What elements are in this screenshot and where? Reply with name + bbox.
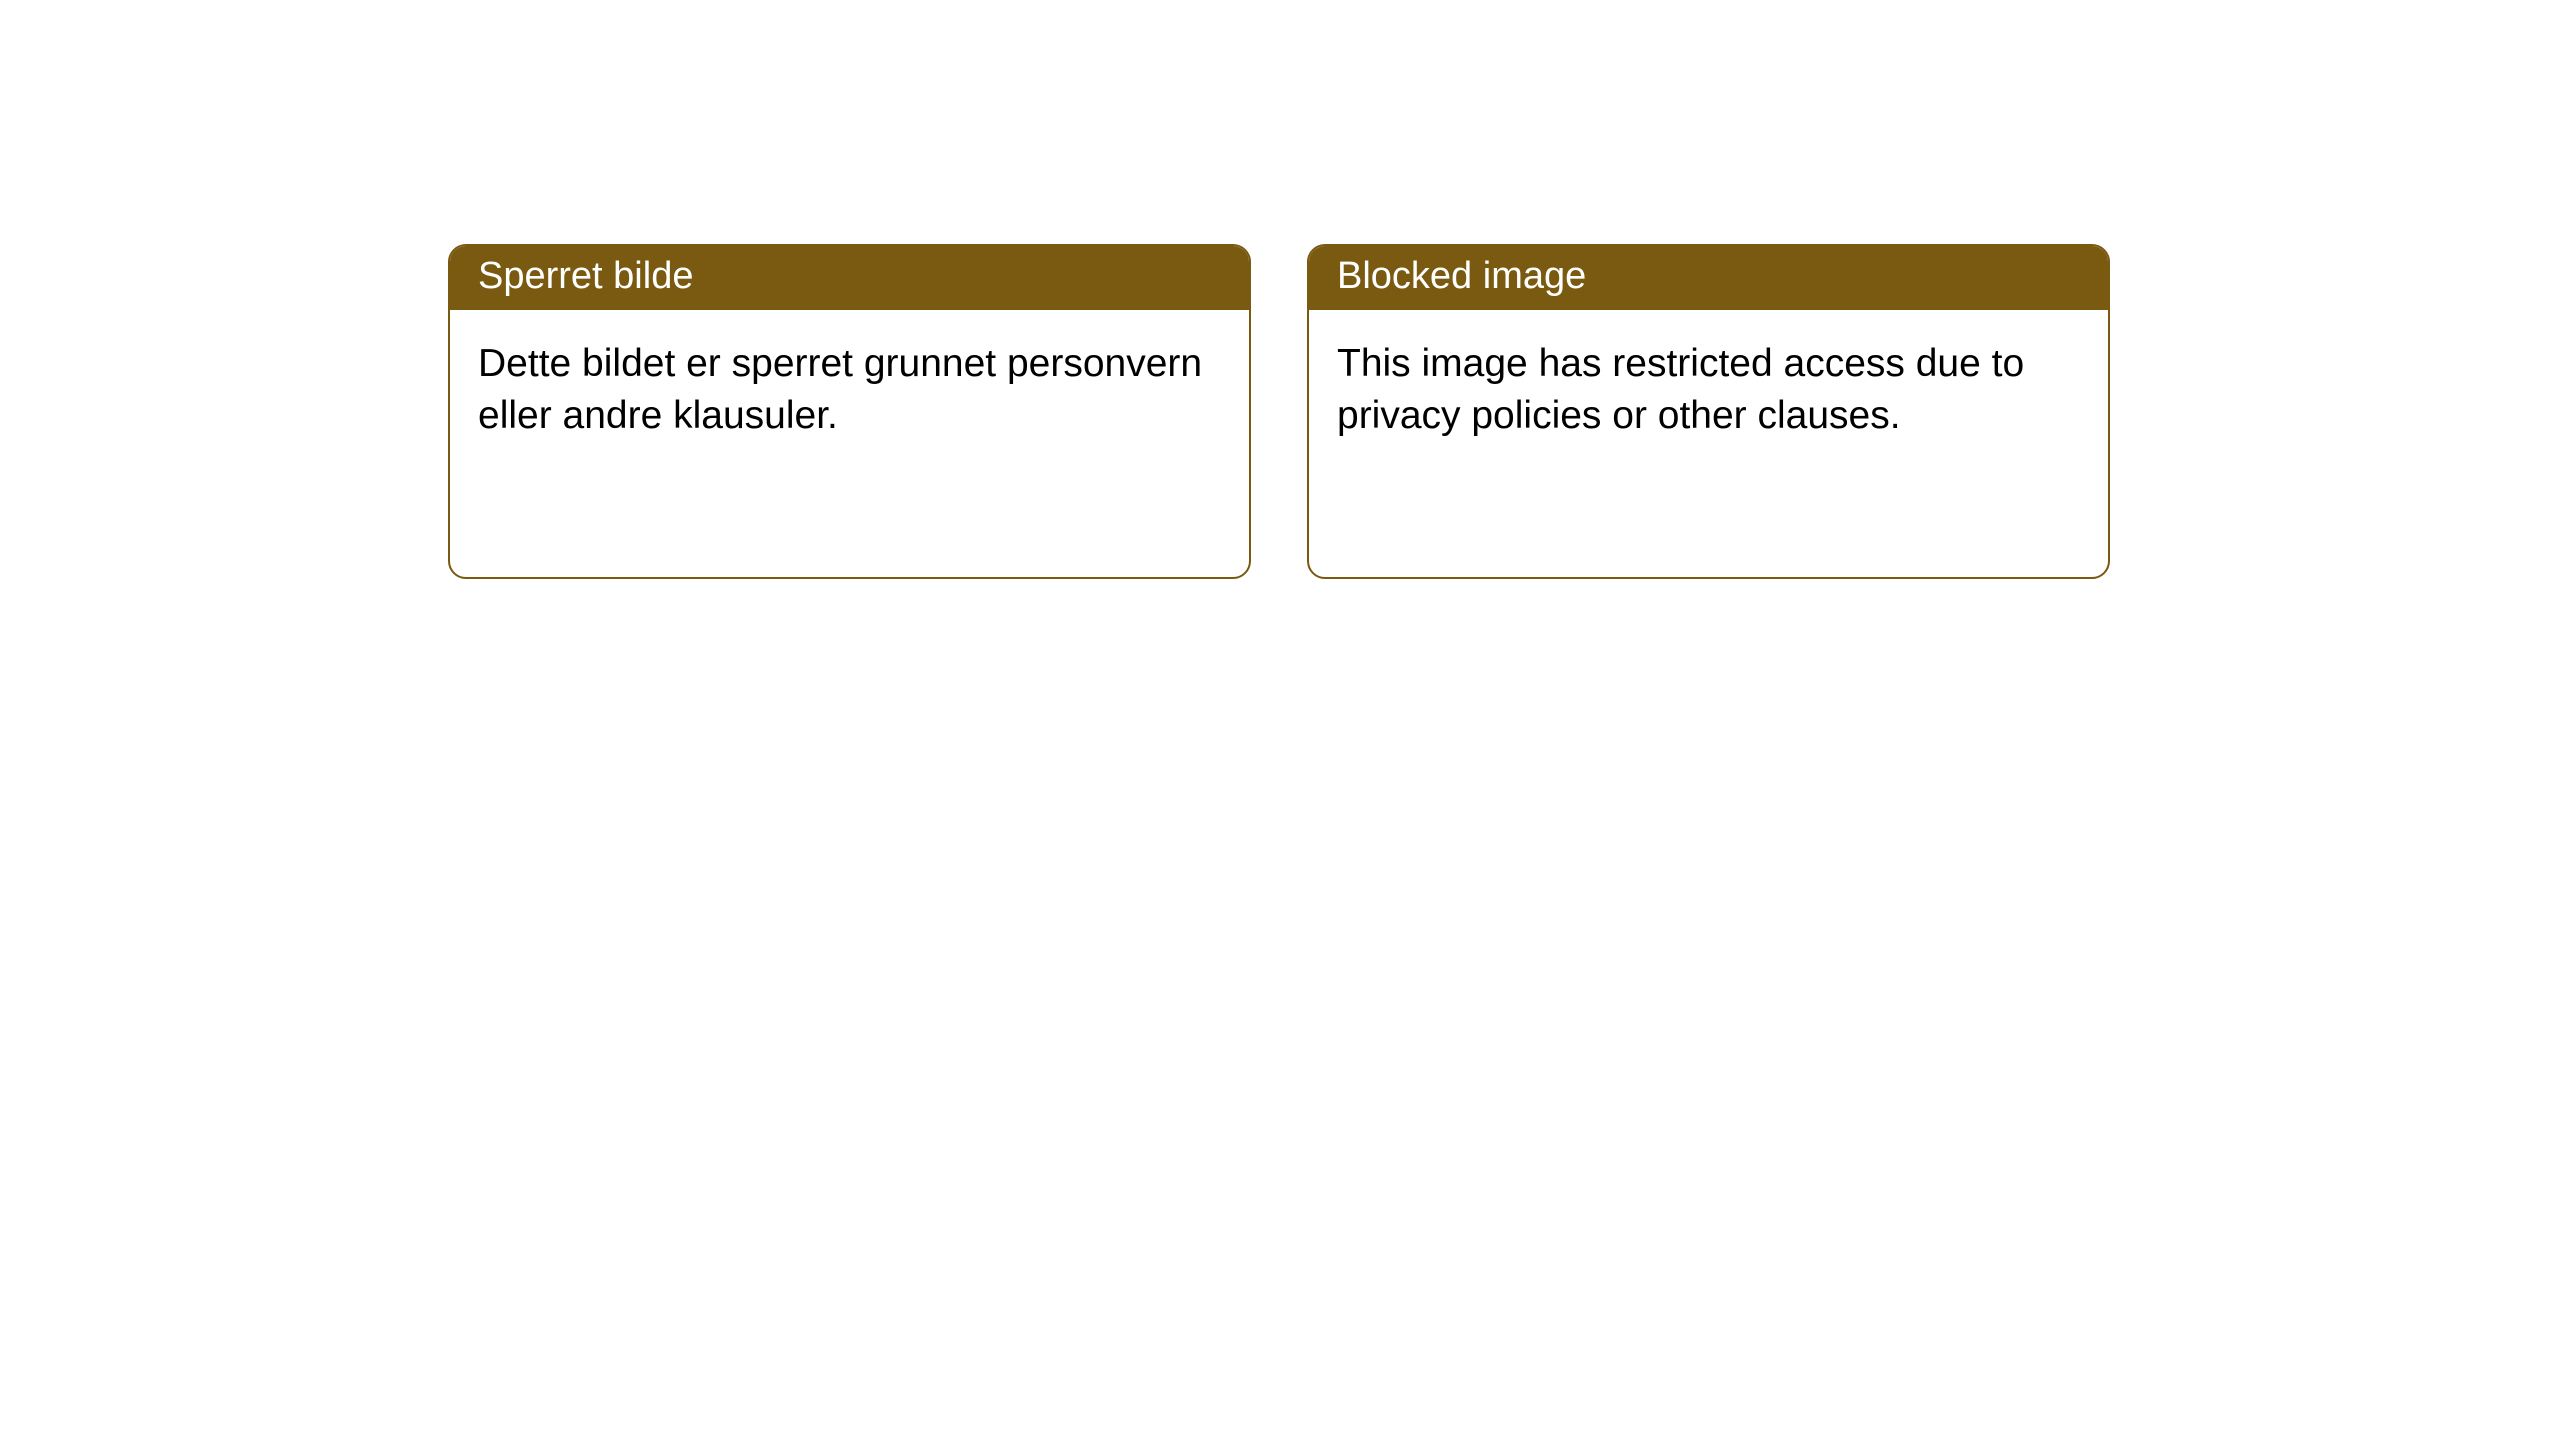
- notice-container: Sperret bilde Dette bildet er sperret gr…: [448, 244, 2110, 579]
- notice-body: Dette bildet er sperret grunnet personve…: [450, 310, 1249, 471]
- notice-header: Sperret bilde: [450, 246, 1249, 310]
- notice-card-english: Blocked image This image has restricted …: [1307, 244, 2110, 579]
- notice-header: Blocked image: [1309, 246, 2108, 310]
- notice-card-norwegian: Sperret bilde Dette bildet er sperret gr…: [448, 244, 1251, 579]
- notice-body: This image has restricted access due to …: [1309, 310, 2108, 471]
